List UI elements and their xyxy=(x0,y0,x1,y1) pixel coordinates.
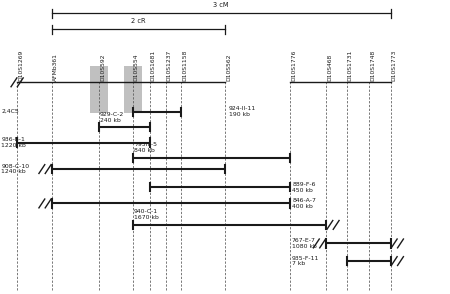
Text: D10S1681: D10S1681 xyxy=(151,49,156,81)
Text: AFMb361: AFMb361 xyxy=(53,53,58,81)
Text: 767-E-7
1080 kb: 767-E-7 1080 kb xyxy=(292,238,316,249)
Text: 924-II-11
190 kb: 924-II-11 190 kb xyxy=(229,106,256,117)
Text: 2 cR: 2 cR xyxy=(131,18,146,24)
Text: D10S554: D10S554 xyxy=(134,53,139,81)
Text: D10S1748: D10S1748 xyxy=(370,49,375,81)
Text: D10S562: D10S562 xyxy=(226,53,231,81)
Text: D10S1773: D10S1773 xyxy=(392,49,396,81)
Text: D10S1776: D10S1776 xyxy=(291,49,296,81)
Text: 908-C-10
1240 kb: 908-C-10 1240 kb xyxy=(1,164,30,174)
Text: D10S592: D10S592 xyxy=(100,53,105,81)
Text: D10S1237: D10S1237 xyxy=(166,49,171,81)
Bar xyxy=(90,66,108,113)
Text: 929-C-2
240 kb: 929-C-2 240 kb xyxy=(100,112,124,123)
Text: 2,4C5: 2,4C5 xyxy=(1,109,19,114)
Text: D10S1158: D10S1158 xyxy=(182,49,187,81)
Text: 935-F-11
7 kb: 935-F-11 7 kb xyxy=(292,256,319,266)
Text: 846-A-7
400 kb: 846-A-7 400 kb xyxy=(292,198,316,209)
Text: D10S468: D10S468 xyxy=(327,53,332,81)
Text: 3 cM: 3 cM xyxy=(213,2,229,8)
Text: D10S1269: D10S1269 xyxy=(18,49,23,81)
Text: 795III-5
840 kb: 795III-5 840 kb xyxy=(134,142,157,153)
Bar xyxy=(124,66,142,113)
Text: 936-B-1
1220 kb: 936-B-1 1220 kb xyxy=(1,137,26,148)
Text: 940-C-1
1670 kb: 940-C-1 1670 kb xyxy=(134,209,159,220)
Text: 889-F-6
450 kb: 889-F-6 450 kb xyxy=(292,182,316,193)
Text: D10S1731: D10S1731 xyxy=(347,49,352,81)
